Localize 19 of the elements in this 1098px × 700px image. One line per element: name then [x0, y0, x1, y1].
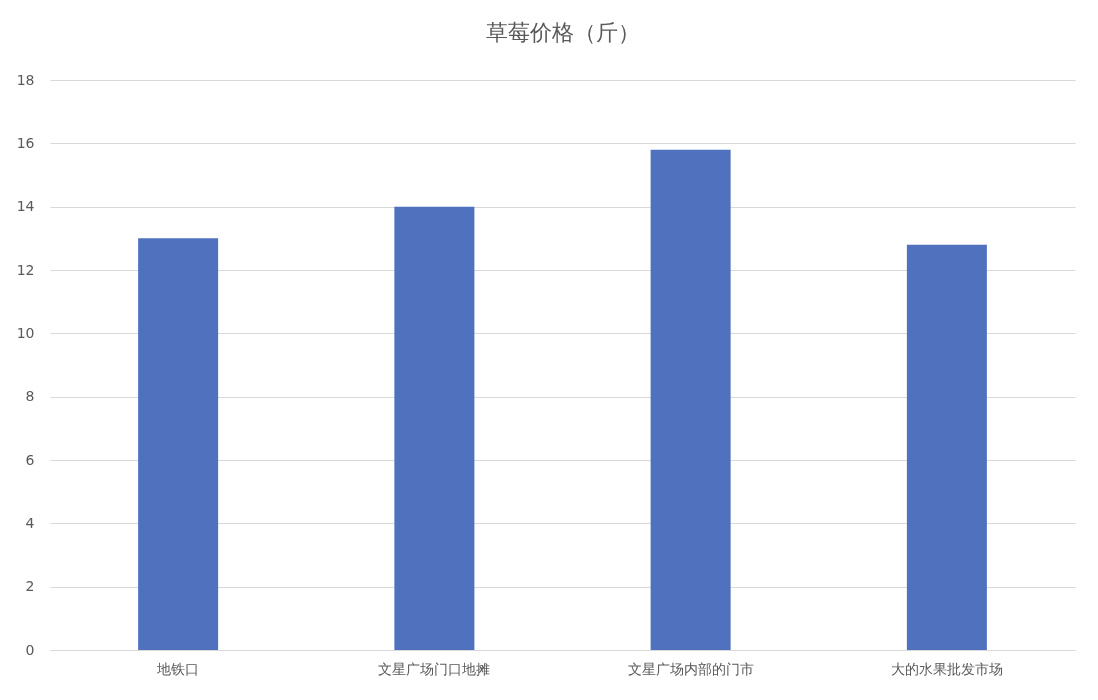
- y-tick-label: 18: [16, 71, 35, 88]
- y-tick-label: 8: [25, 388, 35, 405]
- y-tick-label: 2: [25, 578, 35, 595]
- y-tick-label: 14: [16, 198, 35, 215]
- bar: [138, 238, 219, 650]
- x-tick-label: 文星广场内部的门市: [627, 660, 754, 677]
- bar: [906, 244, 987, 650]
- x-tick-label: 文星广场门口地摊: [378, 660, 491, 677]
- x-tick-label: 大的水果批发市场: [890, 660, 1003, 677]
- bar: [650, 149, 731, 650]
- x-tick-label: 地铁口: [156, 660, 200, 677]
- chart-title: 草莓价格（斤）: [485, 20, 640, 45]
- y-tick-label: 16: [16, 134, 35, 151]
- y-tick-label: 10: [16, 324, 35, 341]
- y-tick-label: 12: [16, 261, 35, 278]
- y-tick-label: 0: [25, 641, 35, 658]
- y-tick-label: 4: [25, 514, 35, 531]
- bar: [394, 206, 475, 650]
- y-tick-label: 6: [25, 451, 35, 468]
